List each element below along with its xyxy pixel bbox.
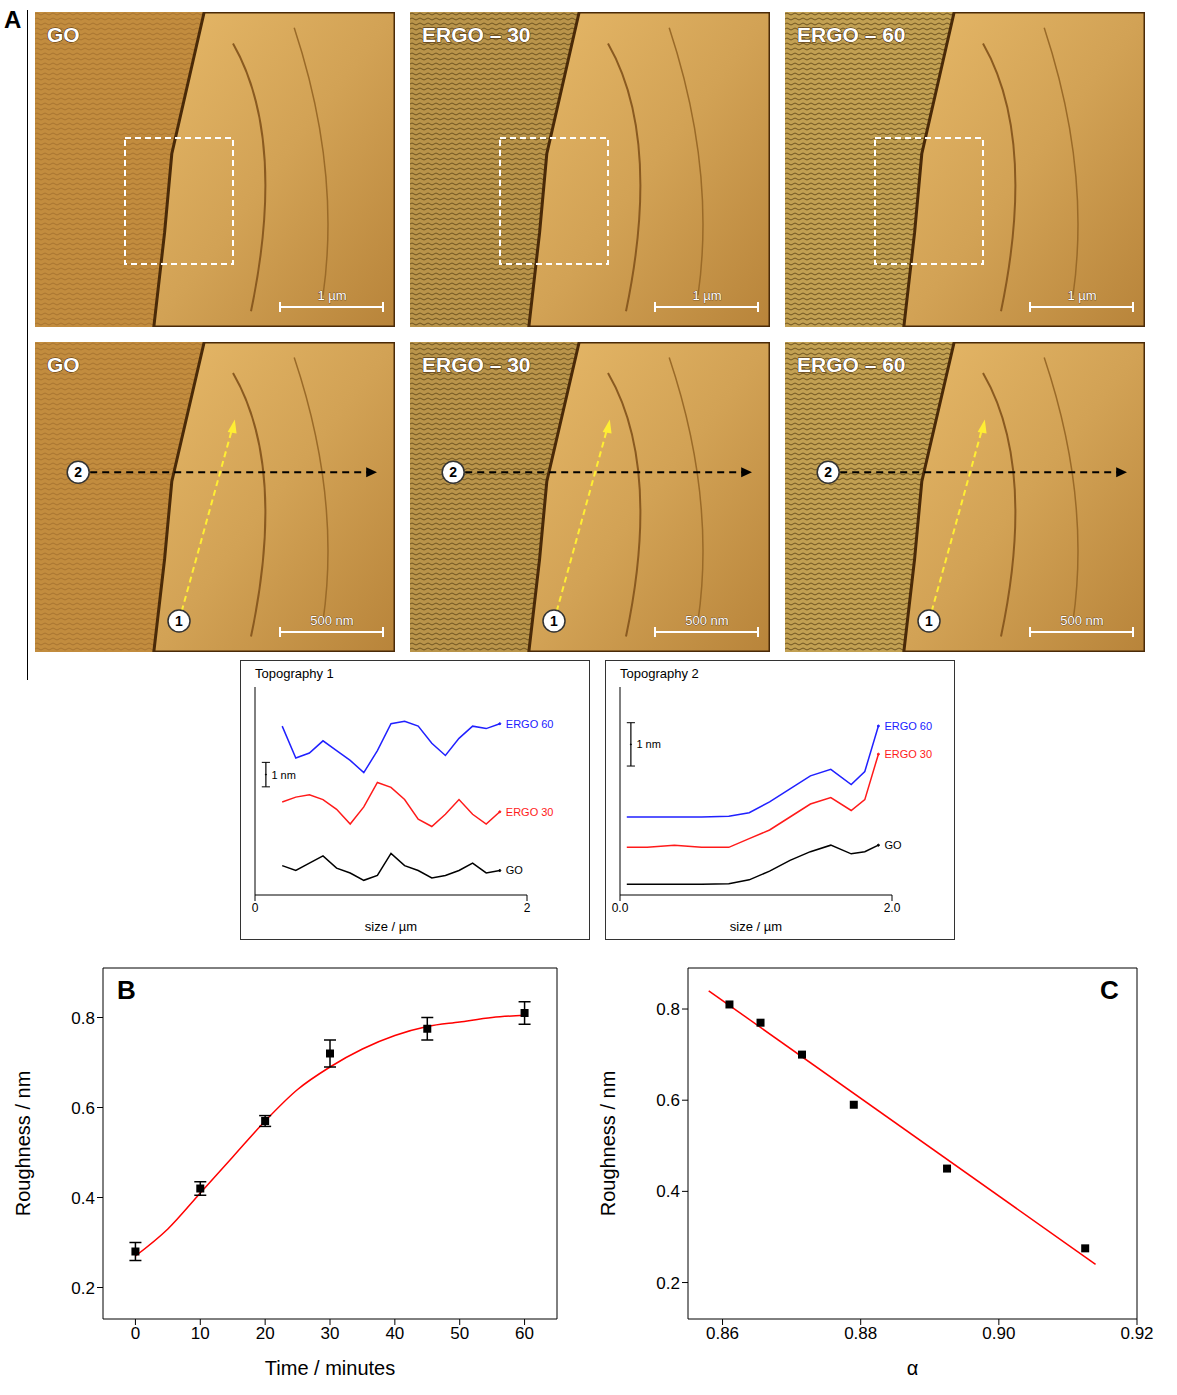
svg-text:0.4: 0.4 [71, 1189, 95, 1208]
svg-text:0.86: 0.86 [706, 1324, 739, 1343]
svg-text:500 nm: 500 nm [310, 613, 353, 628]
svg-text:10: 10 [191, 1324, 210, 1343]
svg-text:ERGO 30: ERGO 30 [506, 806, 554, 818]
svg-text:0.92: 0.92 [1120, 1324, 1153, 1343]
svg-text:2: 2 [824, 464, 832, 480]
svg-text:ERGO – 30: ERGO – 30 [422, 353, 531, 376]
svg-text:0.8: 0.8 [656, 1000, 680, 1019]
svg-text:50: 50 [450, 1324, 469, 1343]
svg-text:0.8: 0.8 [71, 1009, 95, 1028]
svg-text:60: 60 [515, 1324, 534, 1343]
svg-text:30: 30 [321, 1324, 340, 1343]
svg-text:1 µm: 1 µm [1067, 288, 1096, 303]
svg-text:1: 1 [175, 613, 183, 629]
svg-text:2.0: 2.0 [884, 901, 901, 915]
svg-text:0: 0 [131, 1324, 140, 1343]
svg-text:1: 1 [550, 613, 558, 629]
svg-text:0.2: 0.2 [71, 1279, 95, 1298]
svg-text:1 nm: 1 nm [636, 738, 660, 750]
svg-text:Roughness / nm: Roughness / nm [12, 1071, 34, 1217]
svg-text:0.2: 0.2 [656, 1274, 680, 1293]
svg-text:α: α [907, 1357, 919, 1379]
html-text:A: A [4, 6, 22, 33]
svg-text:ERGO – 30: ERGO – 30 [422, 23, 531, 46]
svg-text:0.4: 0.4 [656, 1182, 680, 1201]
svg-text:GO: GO [506, 864, 524, 876]
svg-text:GO: GO [884, 839, 902, 851]
svg-text:0.88: 0.88 [844, 1324, 877, 1343]
html-text:B: B [117, 975, 136, 1005]
html-text:Topography 2: Topography 2 [620, 666, 699, 681]
svg-text:500 nm: 500 nm [1060, 613, 1103, 628]
svg-text:1 µm: 1 µm [317, 288, 346, 303]
svg-text:ERGO – 60: ERGO – 60 [797, 353, 906, 376]
svg-text:0.0: 0.0 [612, 901, 629, 915]
svg-text:ERGO 60: ERGO 60 [506, 718, 554, 730]
svg-text:GO: GO [47, 353, 80, 376]
svg-text:ERGO 60: ERGO 60 [884, 720, 932, 732]
svg-text:0.90: 0.90 [982, 1324, 1015, 1343]
svg-text:Roughness / nm: Roughness / nm [597, 1071, 619, 1217]
svg-text:size / µm: size / µm [365, 919, 417, 934]
svg-text:2: 2 [449, 464, 457, 480]
svg-text:1 µm: 1 µm [692, 288, 721, 303]
svg-text:0.6: 0.6 [71, 1099, 95, 1118]
svg-text:20: 20 [256, 1324, 275, 1343]
svg-text:40: 40 [385, 1324, 404, 1343]
svg-text:ERGO – 60: ERGO – 60 [797, 23, 906, 46]
svg-text:ERGO 30: ERGO 30 [884, 748, 932, 760]
html-text:C: C [1100, 975, 1119, 1005]
svg-text:size / µm: size / µm [730, 919, 782, 934]
svg-text:0.6: 0.6 [656, 1091, 680, 1110]
svg-text:2: 2 [524, 901, 531, 915]
svg-text:0: 0 [252, 901, 259, 915]
svg-text:500 nm: 500 nm [685, 613, 728, 628]
svg-text:GO: GO [47, 23, 80, 46]
svg-text:1 nm: 1 nm [271, 769, 295, 781]
svg-text:Time / minutes: Time / minutes [265, 1357, 395, 1379]
html-text:Topography 1: Topography 1 [255, 666, 334, 681]
svg-text:2: 2 [74, 464, 82, 480]
svg-text:1: 1 [925, 613, 933, 629]
